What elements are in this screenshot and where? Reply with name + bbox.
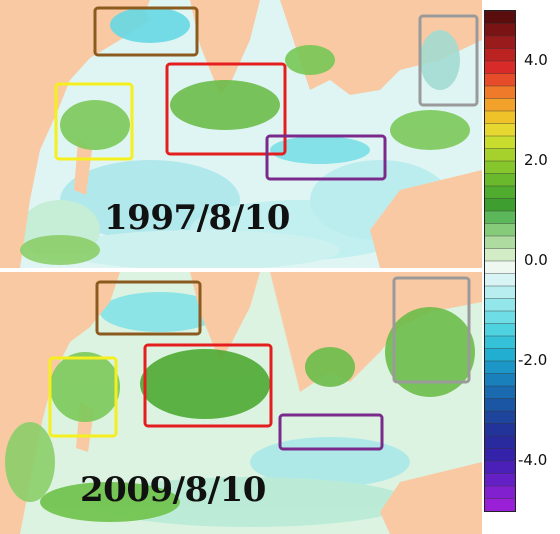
colorbar-band xyxy=(485,223,515,237)
colorbar-band xyxy=(485,361,515,374)
colorbar-band xyxy=(485,473,515,487)
colorbar-band xyxy=(485,336,515,349)
colorbar-band xyxy=(485,461,515,474)
colorbar-tick-label: 0.0 xyxy=(524,251,548,269)
colorbar-band xyxy=(485,273,515,287)
region-box-purple xyxy=(265,134,387,181)
colorbar-band xyxy=(485,186,515,199)
colorbar-band xyxy=(485,198,515,212)
colorbar-band xyxy=(485,136,515,149)
australia-landmass xyxy=(370,170,482,268)
india-landmass xyxy=(190,0,260,95)
australia-landmass xyxy=(380,462,482,534)
se-asia-landmass xyxy=(280,0,482,95)
map-panel-1997 xyxy=(0,0,482,268)
colorbar-band xyxy=(485,311,515,324)
colorbar-band xyxy=(485,298,515,312)
vegetation-anomaly-field xyxy=(20,30,470,265)
colorbar-band xyxy=(485,11,515,24)
colorbar-band xyxy=(485,148,515,162)
map-panel-2009 xyxy=(0,272,482,534)
colorbar-band xyxy=(485,323,515,337)
colorbar-band xyxy=(485,98,515,112)
region-box-brown xyxy=(95,280,202,336)
region-box-red xyxy=(165,62,287,156)
colorbar xyxy=(484,10,516,512)
colorbar-band xyxy=(485,111,515,124)
date-label-bottom: 2009/8/10 xyxy=(80,470,266,510)
region-box-yellow xyxy=(54,82,134,161)
colorbar-band xyxy=(485,423,515,437)
map-2009-svg xyxy=(0,272,482,534)
india-landmass xyxy=(190,272,260,362)
colorbar-band xyxy=(485,48,515,62)
region-box-red xyxy=(143,343,273,428)
colorbar-band xyxy=(485,373,515,387)
colorbar-band xyxy=(485,348,515,362)
colorbar-band xyxy=(485,173,515,187)
colorbar-band xyxy=(485,236,515,249)
colorbar-band xyxy=(485,73,515,87)
vegetation-anomaly-field xyxy=(5,307,475,522)
colorbar-gradient xyxy=(485,11,515,511)
colorbar-band xyxy=(485,286,515,299)
colorbar-band xyxy=(485,486,515,499)
region-box-purple xyxy=(278,413,384,451)
colorbar-tick-label: 4.0 xyxy=(524,51,548,69)
colorbar-band xyxy=(485,448,515,462)
colorbar-band xyxy=(485,411,515,424)
colorbar-band xyxy=(485,161,515,174)
region-box-gray xyxy=(418,14,479,107)
africa-landmass xyxy=(0,0,150,268)
region-box-brown xyxy=(93,6,199,57)
colorbar-band xyxy=(485,261,515,274)
colorbar-tick-label: -2.0 xyxy=(518,351,548,369)
colorbar-band xyxy=(485,386,515,399)
colorbar-band xyxy=(485,398,515,412)
colorbar-band xyxy=(485,211,515,224)
colorbar-tick-label: 2.0 xyxy=(524,151,548,169)
map-1997-svg xyxy=(0,0,482,268)
panel-divider xyxy=(0,268,482,272)
colorbar-band xyxy=(485,86,515,99)
colorbar-band xyxy=(485,498,515,511)
colorbar-band xyxy=(485,61,515,74)
region-box-gray xyxy=(392,276,471,384)
colorbar-band xyxy=(485,123,515,137)
region-box-yellow xyxy=(48,356,118,438)
colorbar-tick-label: -4.0 xyxy=(518,451,548,469)
colorbar-band xyxy=(485,248,515,262)
date-label-top: 1997/8/10 xyxy=(104,198,290,238)
colorbar-band xyxy=(485,436,515,449)
colorbar-band xyxy=(485,23,515,37)
colorbar-band xyxy=(485,36,515,49)
